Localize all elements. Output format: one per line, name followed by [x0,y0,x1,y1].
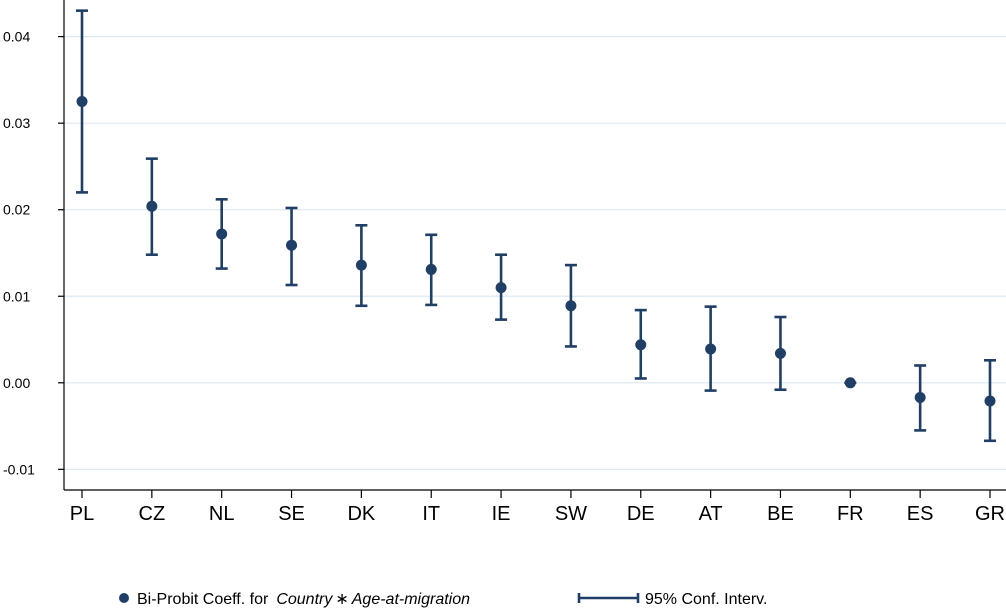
axes [63,0,1006,491]
legend: Bi-Probit Coeff. for Country ∗ Age-at-migra… [119,591,767,608]
gridlines [64,36,1006,470]
x-tick-label: IT [422,503,440,525]
legend-point-prefix: Bi-Probit Coeff. for [137,591,269,608]
data-point [76,96,88,108]
x-tick-label: PL [70,503,94,525]
data-point [635,339,647,351]
legend-point-term2: Age-at-migration [351,591,470,608]
y-tick-label: 0.04 [3,29,30,45]
data-point [844,377,856,389]
data-point [774,347,786,359]
x-tick-label: DK [347,503,375,525]
x-tick-label: DE [627,503,655,525]
legend-point-marker [119,593,129,603]
data-point [984,395,996,407]
legend-point-label: Bi-Probit Coeff. for Country ∗ Age-at-migra… [137,591,470,608]
data-point [425,263,437,275]
x-tick-label: SW [555,503,587,525]
y-tick-label: 0.02 [3,202,30,218]
legend-ci-symbol [577,593,640,603]
data-point [495,282,507,294]
y-tick-label: 0.01 [3,288,30,304]
x-tick-label: ES [907,503,934,525]
points [76,96,996,407]
y-ticks: -0.01 0.00 0.01 0.02 0.03 0.04 [3,29,64,477]
data-point [565,300,577,312]
x-tick-label: FR [837,503,864,525]
x-tick-label: CZ [139,503,166,525]
data-point [705,343,717,355]
x-ticks: PL CZ NL SE DK IT IE SW DE AT BE FR ES GR [70,490,1005,525]
y-tick-label: 0.03 [3,115,30,131]
data-point [216,228,228,240]
x-tick-label: IE [492,503,511,525]
x-tick-label: SE [278,503,305,525]
y-tick-label: -0.01 [3,461,35,477]
legend-ci-label: 95% Conf. Interv. [645,591,767,608]
x-tick-label: NL [209,503,235,525]
data-point [914,392,926,404]
x-tick-label: AT [699,503,723,525]
error-bars [76,9,996,443]
x-tick-label: BE [767,503,794,525]
y-tick-label: 0.00 [3,375,30,391]
data-point [146,200,158,212]
x-tick-label: GR [975,503,1005,525]
data-point [355,259,367,271]
data-point [286,239,298,251]
legend-point-term1: Country [276,591,333,608]
legend-point-operator: ∗ [335,591,348,608]
